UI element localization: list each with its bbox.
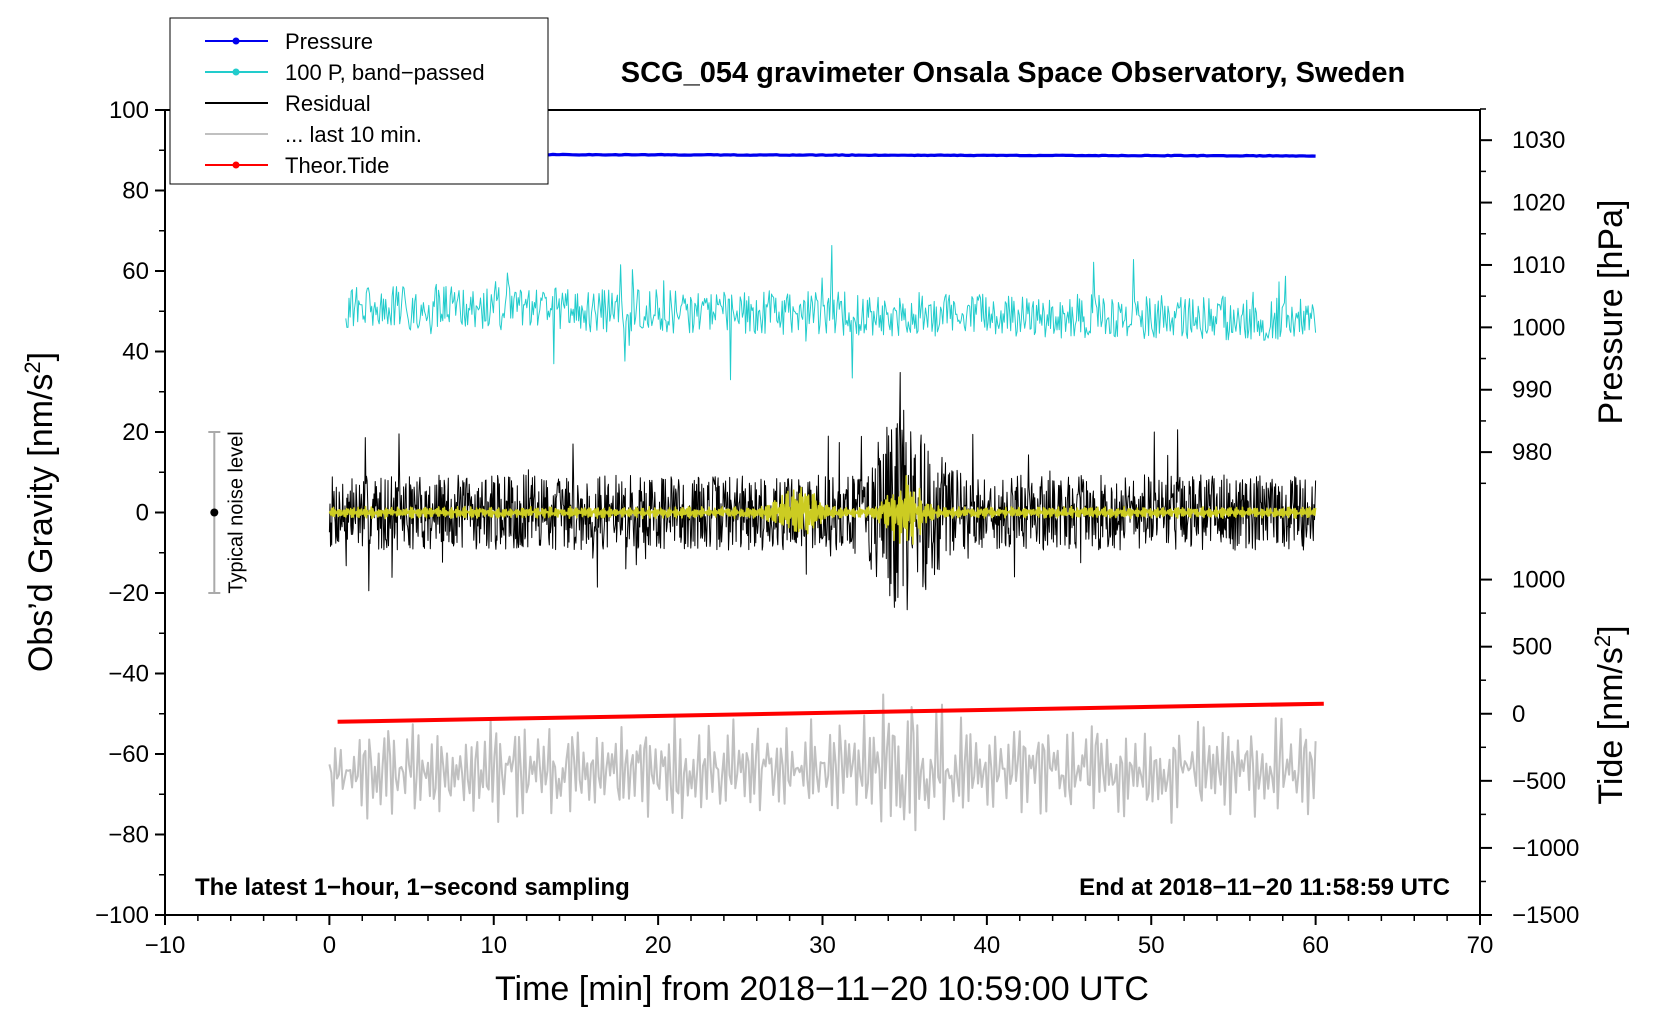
legend: Pressure 100 P, band−passed Residual ... la…	[169, 17, 549, 185]
tide-axis-label-end: ]	[1592, 625, 1630, 634]
noise-center-dot	[210, 508, 219, 517]
x-tick-label-1: 0	[323, 932, 336, 959]
series-pressure-band-passed	[345, 245, 1317, 381]
x-axis-ticks: −10 0 10 20 30 40 50 60 70	[145, 915, 1494, 959]
pressure-axis-label: Pressure [hPa]	[1592, 200, 1630, 425]
tide-axis-label: Tide [nm/s2]	[1590, 625, 1630, 804]
x-tick-label-3: 20	[645, 932, 672, 959]
series-residual	[328, 372, 1317, 611]
y-axis-label-sup: 2	[20, 361, 45, 373]
pressure-tick-label-4: 1020	[1512, 190, 1565, 217]
y-axis-label-main: Obs’d Gravity [nm/s	[22, 374, 60, 673]
annotation-bottom-right: End at 2018−11−20 11:58:59 UTC	[1079, 874, 1450, 901]
y-tick-label-7: 40	[122, 339, 149, 366]
y-axis-label-end: ]	[22, 352, 60, 361]
legend-box	[169, 17, 549, 185]
legend-label-4: Theor.Tide	[285, 153, 389, 178]
y-tick-label-8: 60	[122, 258, 149, 285]
y-tick-label-5: 0	[136, 500, 149, 527]
x-tick-label-6: 50	[1138, 932, 1165, 959]
tide-tick-label-0: −1500	[1512, 902, 1579, 929]
x-axis-label: Time [min] from 2018−11−20 10:59:00 UTC	[495, 970, 1149, 1008]
y-tick-label-6: 20	[122, 419, 149, 446]
tide-axis-label-sup: 2	[1590, 635, 1615, 647]
noise-label: Typical noise level	[225, 431, 247, 593]
y-axis-ticks: −100 −80 −60 −40 −20 0 20 40 60 80 100	[95, 97, 165, 929]
x-tick-label-4: 30	[809, 932, 836, 959]
y-tick-label-1: −80	[108, 822, 149, 849]
series-layer	[328, 152, 1324, 832]
tide-tick-label-4: 500	[1512, 634, 1552, 661]
y-axis-label: Obs’d Gravity [nm/s2]	[20, 352, 60, 672]
pressure-tick-label-2: 1000	[1512, 314, 1565, 341]
legend-label-0: Pressure	[285, 29, 373, 54]
pressure-tick-label-3: 1010	[1512, 252, 1565, 279]
tide-tick-label-5: 1000	[1512, 567, 1565, 594]
tide-axis-label-main: Tide [nm/s	[1592, 647, 1630, 804]
tide-tick-label-2: −500	[1512, 768, 1566, 795]
legend-marker-0	[232, 37, 240, 45]
tide-tick-label-3: 0	[1512, 701, 1525, 728]
x-tick-label-7: 60	[1302, 932, 1329, 959]
tide-axis-ticks: −1500 −1000 −500 0 500 1000	[1480, 567, 1579, 929]
legend-marker-4	[232, 161, 240, 169]
x-tick-label-8: 70	[1467, 932, 1494, 959]
chart-title: SCG_054 gravimeter Onsala Space Observat…	[621, 57, 1405, 89]
series-theor-tide	[337, 701, 1324, 724]
y-tick-label-10: 100	[109, 97, 149, 124]
y-tick-label-3: −40	[108, 661, 149, 688]
pressure-axis-ticks: 980 990 1000 1010 1020 1030	[1480, 108, 1565, 485]
legend-label-1: 100 P, band−passed	[285, 60, 485, 85]
x-tick-label-5: 40	[974, 932, 1001, 959]
pressure-tick-label-1: 990	[1512, 377, 1552, 404]
annotation-bottom-left: The latest 1−hour, 1−second sampling	[195, 874, 630, 901]
y-tick-label-2: −60	[108, 741, 149, 768]
series-last-10-min	[328, 693, 1317, 832]
noise-level-indicator: Typical noise level	[208, 431, 247, 594]
y-tick-label-9: 80	[122, 178, 149, 205]
y-tick-label-0: −100	[95, 902, 149, 929]
x-tick-label-2: 10	[480, 932, 507, 959]
legend-label-2: Residual	[285, 91, 371, 116]
tide-tick-label-1: −1000	[1512, 835, 1579, 862]
series-band-passed-residual	[328, 474, 1317, 545]
pressure-tick-label-5: 1030	[1512, 127, 1565, 154]
y-tick-label-4: −20	[108, 580, 149, 607]
x-tick-label-0: −10	[145, 932, 186, 959]
legend-label-3: ... last 10 min.	[285, 122, 422, 147]
legend-marker-1	[232, 68, 240, 76]
pressure-tick-label-0: 980	[1512, 439, 1552, 466]
